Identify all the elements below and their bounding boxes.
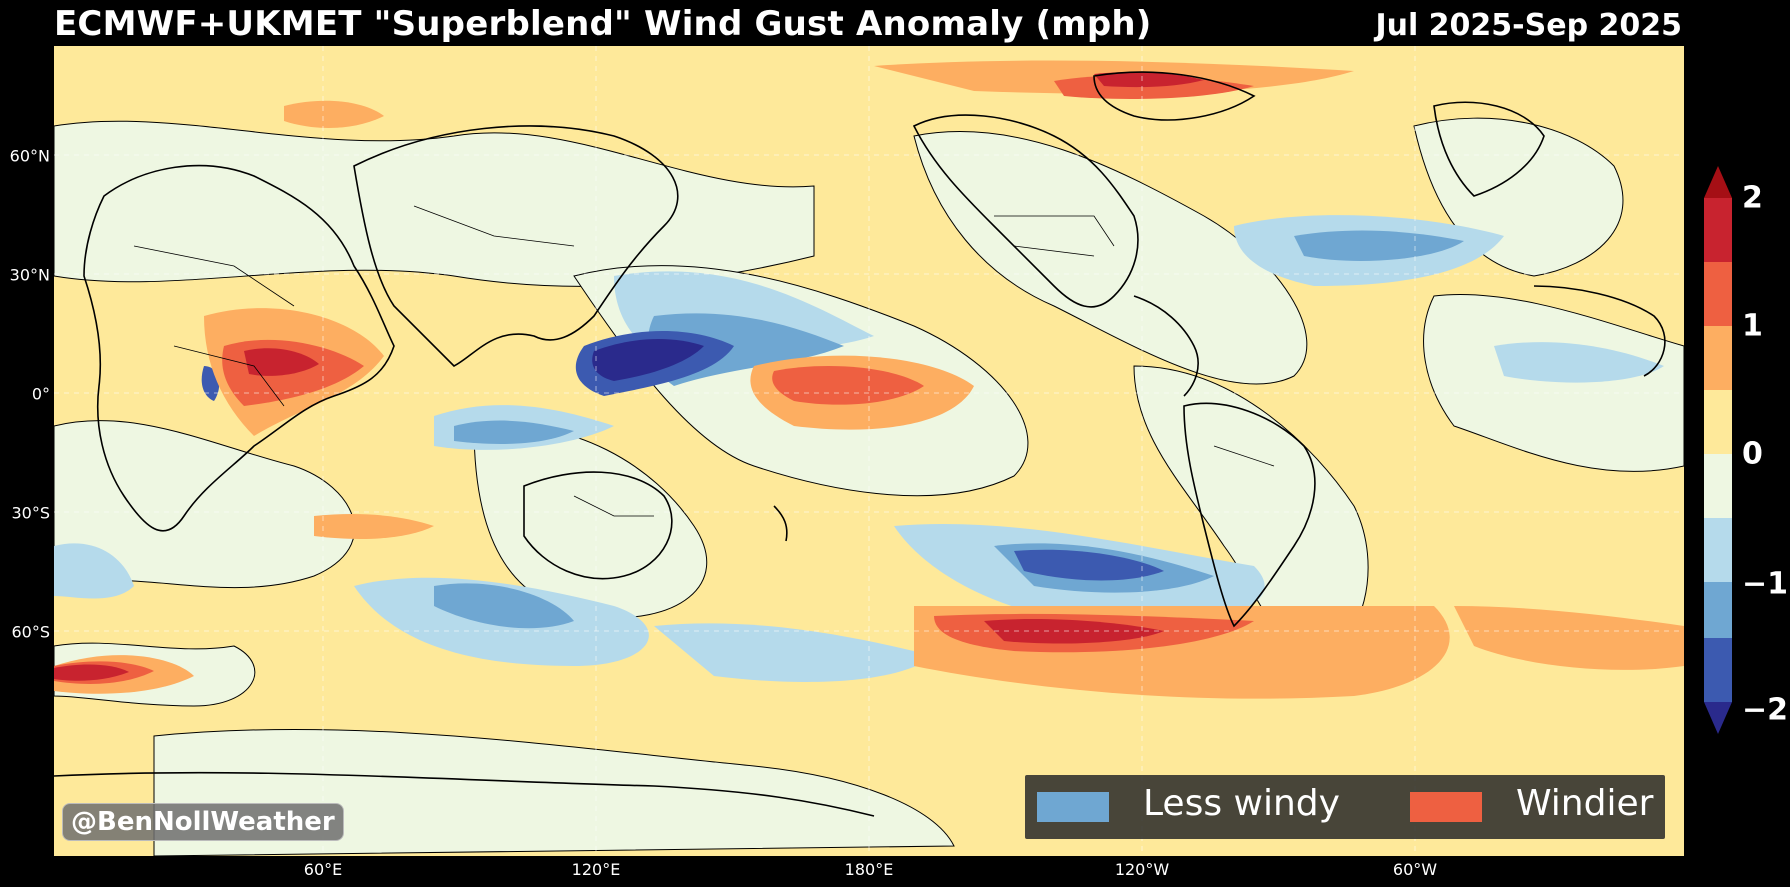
colorbar-min-arrow bbox=[1704, 702, 1732, 734]
windier-label: Windier bbox=[1516, 783, 1654, 824]
less-windy-swatch bbox=[1037, 792, 1109, 822]
lon-label-120w: 120°W bbox=[1114, 860, 1170, 879]
time-period: Jul 2025-Sep 2025 bbox=[1375, 8, 1682, 43]
graticule bbox=[54, 46, 1684, 856]
colorbar-label-1: 1 bbox=[1742, 308, 1763, 344]
colorbar-label-neg2: −2 bbox=[1742, 692, 1789, 728]
lat-label-equator: 0° bbox=[31, 384, 50, 404]
colorbar-max-arrow bbox=[1704, 166, 1732, 198]
colorbar-band bbox=[1704, 390, 1732, 454]
colorbar-band bbox=[1704, 262, 1732, 326]
anomaly-map bbox=[54, 46, 1684, 856]
lat-label-30s: 30°S bbox=[11, 503, 50, 523]
colorbar-band bbox=[1704, 198, 1732, 262]
colorbar bbox=[1704, 166, 1732, 734]
colorbar-label-neg1: −1 bbox=[1742, 566, 1789, 602]
legend-box: Less windy Windier bbox=[1025, 775, 1665, 839]
lat-label-60n: 60°N bbox=[9, 146, 50, 166]
lat-label-60s: 60°S bbox=[11, 622, 50, 642]
coastlines bbox=[54, 71, 1666, 817]
lon-label-120e: 120°E bbox=[571, 860, 621, 879]
less-windy-label: Less windy bbox=[1143, 783, 1340, 824]
colorbar-band bbox=[1704, 326, 1732, 390]
colorbar-band bbox=[1704, 638, 1732, 702]
map-title: ECMWF+UKMET "Superblend" Wind Gust Anoma… bbox=[54, 4, 1152, 44]
lon-label-60e: 60°E bbox=[303, 860, 343, 879]
colorbar-band bbox=[1704, 454, 1732, 518]
borders bbox=[133, 205, 1275, 517]
less-windy-darkest bbox=[592, 339, 704, 381]
colorbar-label-2: 2 bbox=[1742, 180, 1763, 216]
map-canvas bbox=[54, 46, 1684, 856]
windier-swatch bbox=[1410, 792, 1482, 822]
lon-label-180e: 180°E bbox=[844, 860, 894, 879]
colorbar-band bbox=[1704, 518, 1732, 582]
lon-label-60w: 60°W bbox=[1392, 860, 1438, 879]
colorbar-label-0: 0 bbox=[1742, 436, 1763, 472]
colorbar-band bbox=[1704, 582, 1732, 638]
author-credit: @BenNollWeather bbox=[62, 803, 344, 841]
lat-label-30n: 30°N bbox=[9, 265, 50, 285]
